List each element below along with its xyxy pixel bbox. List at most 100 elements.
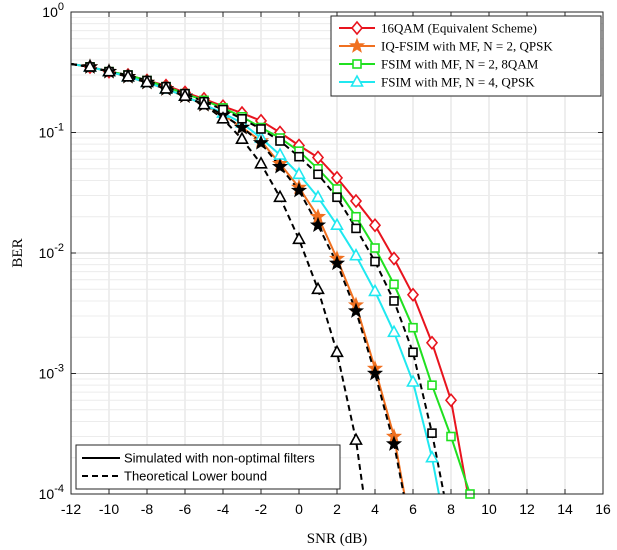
- legend-bottom: Simulated with non-optimal filters Theore…: [75, 444, 341, 490]
- marker-diamond: [406, 287, 420, 303]
- marker-square: [351, 211, 361, 222]
- marker-triangle: [235, 131, 249, 144]
- marker-triangle: [406, 374, 420, 387]
- marker-square: [256, 124, 266, 134]
- y-tick-label: 10-3: [39, 363, 64, 382]
- x-tick-label: 0: [295, 501, 303, 517]
- marker-square: [332, 192, 342, 203]
- x-tick-label: 2: [333, 501, 341, 517]
- marker-diamond: [311, 150, 325, 165]
- series-line-2: [71, 63, 471, 494]
- legend-label: 16QAM (Equivalent Scheme): [381, 21, 537, 36]
- marker-star: [233, 119, 251, 135]
- legend-label: FSIM with MF, N = 2, 8QAM: [381, 57, 539, 72]
- marker-triangle: [330, 217, 344, 231]
- marker-square: [237, 113, 247, 124]
- legend-bottom-box: [75, 444, 341, 490]
- legend-marker-square: [352, 59, 362, 69]
- legend-top: 16QAM (Equivalent Scheme) IQ-FSIM with MF…: [330, 15, 602, 97]
- x-tick-label: 6: [409, 501, 417, 517]
- legend-label: FSIM with MF, N = 4, QPSK: [381, 75, 535, 90]
- x-tick-label: 4: [371, 501, 379, 517]
- x-tick-label: -4: [217, 501, 230, 517]
- marker-triangle: [102, 63, 116, 77]
- x-tick-label: -8: [141, 501, 154, 517]
- marker-triangle: [140, 74, 154, 88]
- marker-triangle: [159, 81, 173, 94]
- marker-square: [446, 431, 456, 442]
- marker-star: [328, 254, 346, 271]
- marker-triangle: [387, 324, 401, 338]
- series-markers: [81, 58, 475, 499]
- legend-marker-star: [348, 37, 366, 53]
- marker-square: [294, 151, 304, 162]
- marker-triangle: [368, 283, 382, 297]
- x-tick-label: -2: [255, 501, 268, 517]
- y-tick-label: 10-1: [39, 122, 64, 141]
- marker-diamond: [387, 251, 401, 266]
- marker-triangle: [311, 281, 325, 295]
- marker-square: [389, 279, 399, 290]
- marker-square: [408, 322, 418, 333]
- legend-marker-triangle: [350, 74, 364, 87]
- series-line-0: [71, 63, 469, 494]
- marker-square: [370, 256, 380, 267]
- y-axis-label: BER: [10, 238, 26, 267]
- y-tick-label: 10-2: [39, 242, 64, 261]
- marker-star: [252, 134, 270, 150]
- marker-triangle: [273, 189, 287, 203]
- x-tick-label: -12: [61, 501, 81, 517]
- marker-square: [408, 347, 418, 358]
- marker-square: [370, 243, 380, 253]
- marker-square: [427, 428, 437, 438]
- marker-square: [332, 184, 342, 194]
- legend-marker-diamond: [350, 20, 364, 36]
- marker-square: [313, 169, 323, 180]
- marker-diamond: [368, 217, 382, 233]
- marker-star: [290, 182, 308, 198]
- series-line-6: [71, 63, 365, 494]
- marker-triangle: [216, 111, 230, 124]
- x-axis-label: SNR (dB): [307, 531, 367, 547]
- axis-ticks: -12 -10 -8 -6 -4 -2 0 2 4 6 8 10 12 14 16 100 10-1 10-2 10…: [39, 1, 611, 517]
- marker-triangle: [425, 450, 439, 463]
- marker-star: [366, 365, 384, 381]
- marker-triangle: [83, 59, 97, 72]
- x-tick-label: -6: [179, 501, 192, 517]
- marker-triangle: [292, 166, 306, 180]
- marker-triangle: [330, 344, 344, 358]
- y-tick-label: 100: [42, 1, 64, 20]
- marker-triangle: [292, 231, 306, 245]
- y-tick-label: 10-4: [39, 483, 64, 502]
- marker-star: [309, 216, 327, 233]
- marker-triangle: [197, 97, 211, 110]
- marker-square: [275, 136, 285, 146]
- legend-label: Simulated with non-optimal filters: [124, 451, 315, 466]
- marker-triangle: [254, 156, 268, 169]
- marker-triangle: [121, 69, 135, 82]
- marker-triangle: [349, 248, 363, 261]
- x-tick-label: 10: [481, 501, 497, 517]
- marker-triangle: [178, 88, 192, 102]
- marker-star: [385, 435, 403, 451]
- marker-diamond: [444, 392, 458, 408]
- marker-diamond: [349, 193, 363, 209]
- x-tick-label: 8: [447, 501, 455, 517]
- marker-triangle: [349, 432, 363, 445]
- x-tick-label: 16: [595, 501, 611, 517]
- marker-square: [389, 296, 399, 306]
- marker-diamond: [425, 335, 439, 350]
- x-tick-label: 12: [519, 501, 535, 517]
- marker-square: [427, 380, 437, 390]
- marker-star: [347, 302, 365, 318]
- legend-label: Theoretical Lower bound: [124, 469, 267, 484]
- marker-diamond: [330, 170, 344, 186]
- x-tick-label: -10: [99, 501, 119, 517]
- marker-triangle: [311, 189, 325, 203]
- legend-label: IQ-FSIM with MF, N = 2, QPSK: [381, 39, 553, 54]
- x-tick-label: 14: [557, 501, 573, 517]
- marker-star: [271, 158, 289, 174]
- marker-square: [351, 223, 361, 234]
- legend-top-box: [330, 15, 602, 97]
